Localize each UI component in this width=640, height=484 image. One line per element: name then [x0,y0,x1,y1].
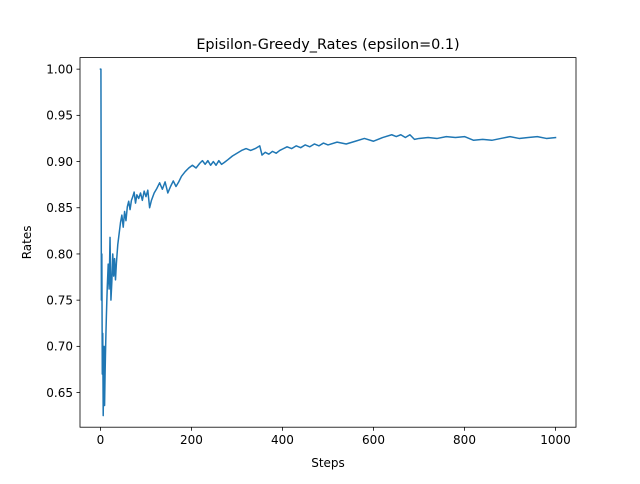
x-tick-label: 800 [453,433,476,447]
series-line [99,68,557,417]
x-tick-label: 0 [97,433,105,447]
x-tick-label: 200 [180,433,203,447]
y-tick-label: 0.75 [46,293,73,307]
x-tick-label: 400 [271,433,294,447]
y-axis-label: Rates [20,226,34,260]
x-tick-label: 600 [362,433,385,447]
chart-title: Episilon-Greedy_Rates (epsilon=0.1) [196,37,459,53]
y-tick-label: 0.65 [46,386,73,400]
y-tick-label: 0.95 [46,109,73,123]
y-tick-label: 1.00 [46,62,73,76]
series-layer [99,68,557,417]
y-tick-label: 0.80 [46,247,73,261]
x-axis-label: Steps [311,456,345,470]
y-tick-label: 0.70 [46,340,73,354]
plot-area [80,57,576,428]
y-tick-label: 0.90 [46,155,73,169]
ticks-layer: 0 200 400 600 800 1000 0.65 0.70 0.75 0.80 0.85 0.9… [46,62,571,447]
y-tick-label: 0.85 [46,201,73,215]
axes-frame [79,57,577,428]
x-tick-label: 1000 [540,433,571,447]
